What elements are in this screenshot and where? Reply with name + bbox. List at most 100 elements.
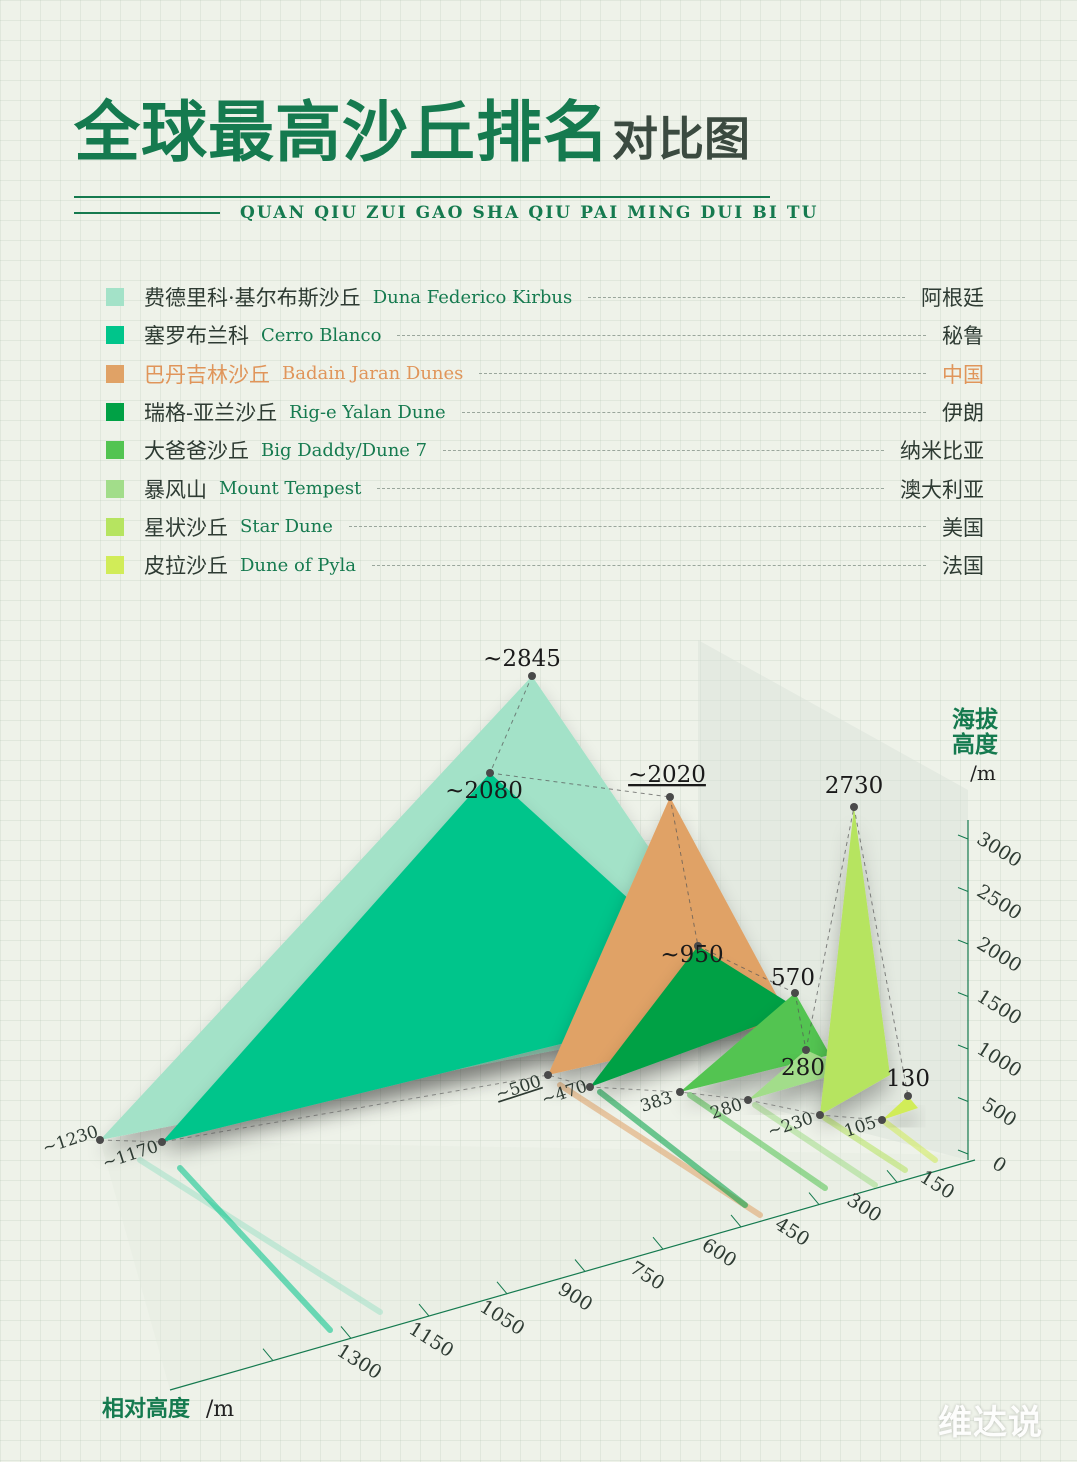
relative-label: ~470 — [539, 1077, 590, 1110]
legend-item: 塞罗布兰科 Cerro Blanco 秘鲁 — [106, 316, 984, 354]
legend-name-zh: 塞罗布兰科 — [144, 324, 249, 349]
peak-guide — [805, 806, 855, 1051]
legend-item: 皮拉沙丘 Dune of Pyla 法国 — [106, 546, 984, 584]
base-dot — [158, 1138, 166, 1146]
y-tick-label: 2500 — [973, 880, 1026, 924]
legend-leader — [371, 564, 926, 566]
altitude-label: ~2020 — [628, 762, 706, 788]
legend-name-en: Cerro Blanco — [261, 324, 382, 346]
title-pinyin: QUAN QIU ZUI GAO SHA QIU PAI MING DUI BI… — [240, 203, 819, 223]
y-tick — [957, 1044, 969, 1050]
peak-dot — [528, 672, 536, 680]
legend-name-en: Big Daddy/Dune 7 — [261, 439, 428, 461]
y-tick-label: 2000 — [973, 933, 1026, 977]
x-tick-label: 1050 — [476, 1296, 529, 1340]
y-tick-label: 0 — [988, 1152, 1010, 1177]
base-dot — [586, 1083, 594, 1091]
base-dot — [96, 1136, 104, 1144]
legend-country: 秘鲁 — [942, 324, 984, 349]
y-tick-label: 3000 — [973, 828, 1026, 872]
base-stripe — [137, 1157, 383, 1315]
x-tick-label: 1150 — [405, 1318, 458, 1362]
legend-name-en: Dune of Pyla — [240, 554, 356, 576]
x-tick-label: 750 — [626, 1257, 668, 1295]
legend-name-zh: 巴丹吉林沙丘 — [144, 362, 270, 387]
x-tick-label: 1300 — [333, 1340, 386, 1384]
legend-name-en: Rig-e Yalan Dune — [289, 401, 446, 423]
relative-label: ~1230 — [40, 1122, 101, 1159]
peak-dot — [486, 769, 494, 777]
legend-country: 伊朗 — [942, 401, 984, 426]
y-tick — [957, 1149, 969, 1155]
x-axis-unit: /m — [206, 1397, 234, 1422]
x-axis-line — [169, 1159, 976, 1391]
legend-swatch — [106, 556, 124, 575]
legend-item: 费德里科·基尔布斯沙丘 Duna Federico Kirbus 阿根廷 — [106, 278, 984, 316]
altitude-label: 280 — [781, 1055, 825, 1081]
y-tick — [957, 939, 969, 945]
peak-guide — [489, 772, 671, 798]
legend-name-zh: 大爸爸沙丘 — [144, 439, 249, 464]
legend-item: 大爸爸沙丘 Big Daddy/Dune 7 纳米比亚 — [106, 431, 984, 469]
legend-name-en: Badain Jaran Dunes — [282, 363, 464, 385]
floor-plane — [100, 1140, 968, 1390]
legend-leader — [461, 411, 926, 413]
base-stripe — [882, 1119, 938, 1163]
peak-guide — [794, 992, 807, 1051]
peak-guide — [853, 806, 909, 1097]
x-tick-label: 300 — [843, 1189, 885, 1227]
altitude-label: ~2080 — [445, 778, 523, 804]
legend-country: 美国 — [942, 515, 984, 540]
title-main: 全球最高沙丘排名 — [74, 94, 610, 171]
base-stripe — [597, 1089, 748, 1208]
altitude-label: ~2845 — [483, 646, 561, 672]
legend-item: 暴风山 Mount Tempest 澳大利亚 — [106, 469, 984, 507]
base-dot — [878, 1116, 886, 1124]
dune-triangle — [680, 993, 830, 1092]
legend-country: 阿根廷 — [921, 286, 984, 311]
peak-guide — [697, 945, 796, 994]
base-dot — [816, 1111, 824, 1119]
y-tick — [957, 834, 969, 840]
legend-leader — [397, 334, 926, 336]
y-tick — [957, 887, 969, 892]
base-dot — [744, 1096, 752, 1104]
y-axis-label-2: 高度 — [952, 731, 999, 758]
altitude-label: ~950 — [660, 942, 723, 968]
watermark: 维达说 — [938, 1403, 1043, 1443]
legend-leader — [348, 526, 926, 528]
x-tick — [808, 1192, 820, 1205]
x-tick — [886, 1169, 898, 1183]
x-tick — [340, 1326, 352, 1339]
x-axis-label: 相对高度 — [102, 1396, 191, 1422]
legend-swatch — [106, 364, 124, 383]
legend-swatch — [106, 326, 124, 345]
title-rule-left — [74, 212, 220, 214]
legend-country: 中国 — [942, 362, 984, 387]
base-dot — [544, 1071, 552, 1079]
legend-name-zh: 瑞格-亚兰沙丘 — [144, 401, 278, 426]
dune-triangle — [748, 1050, 850, 1100]
base-stripe — [687, 1092, 828, 1191]
legend-name-zh: 皮拉沙丘 — [144, 554, 228, 579]
y-axis-label: 海拔 — [952, 706, 999, 733]
relative-label: 280 — [708, 1095, 745, 1124]
legend-name-en: Star Dune — [240, 516, 333, 538]
x-tick-label: 450 — [771, 1213, 813, 1251]
peak-dot — [694, 942, 702, 950]
base-stripe — [177, 1165, 333, 1333]
legend-swatch — [106, 403, 124, 422]
peak-guide — [669, 796, 699, 947]
x-tick — [574, 1259, 586, 1272]
legend-swatch — [106, 479, 124, 498]
legend-name-zh: 暴风山 — [144, 477, 207, 502]
peak-dot — [850, 803, 858, 811]
x-tick — [730, 1214, 742, 1228]
legend-item: 瑞格-亚兰沙丘 Rig-e Yalan Dune 伊朗 — [106, 393, 984, 431]
legend-item: 巴丹吉林沙丘 Badain Jaran Dunes 中国 — [106, 355, 984, 393]
x-tick — [418, 1303, 430, 1317]
altitude-label: 2730 — [825, 773, 884, 799]
relative-label: 383 — [638, 1088, 675, 1117]
relative-label: ~500 — [493, 1072, 544, 1105]
